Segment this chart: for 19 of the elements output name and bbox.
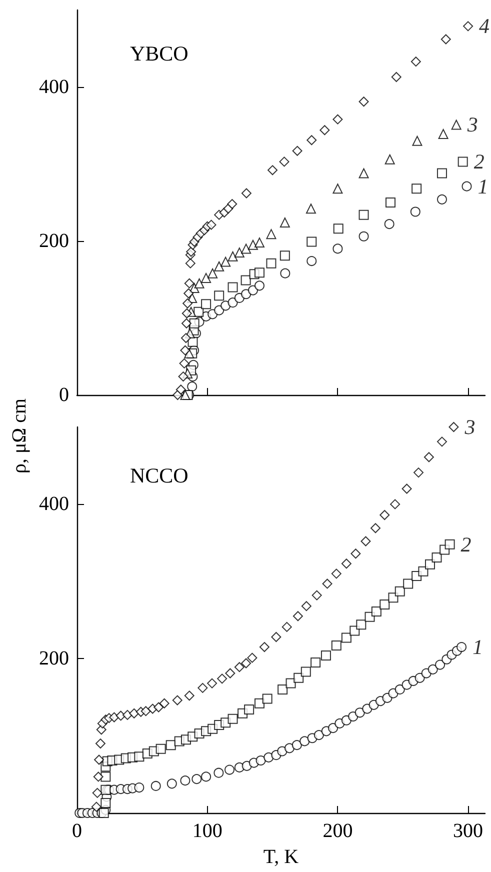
series-label: 1 [472, 635, 484, 660]
x-tick-label: 100 [192, 820, 222, 842]
y-tick-label: 400 [39, 493, 69, 516]
series-label: 3 [466, 112, 478, 137]
text: NCCO [130, 464, 188, 488]
y-axis-title: ρ, μΩ cm [8, 398, 32, 474]
series-label: 4 [479, 14, 490, 38]
x-axis-title: T, K [263, 846, 300, 868]
series-label: 2 [460, 532, 472, 556]
y-tick-label: 200 [39, 230, 69, 252]
x-tick-label: 300 [453, 820, 484, 842]
y-tick-label: 200 [39, 648, 69, 670]
series-label: 2 [474, 150, 485, 174]
x-tick-label: 200 [322, 820, 353, 842]
series-label: 1 [478, 174, 488, 198]
series-label: 3 [464, 415, 476, 439]
text: YBCO [130, 42, 188, 66]
y-tick-label: 0 [59, 384, 69, 406]
y-tick-label: 400 [39, 76, 69, 98]
